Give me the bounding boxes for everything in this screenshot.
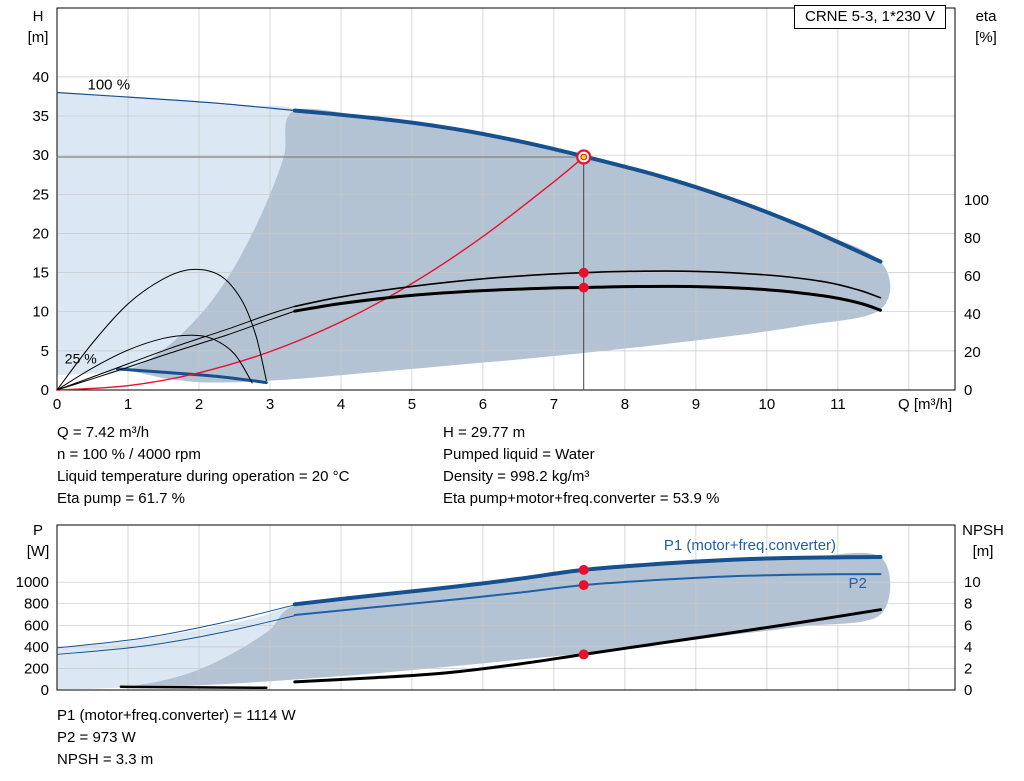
info-line: Density = 998.2 kg/m³ [443,468,590,485]
y-left-tick-label: 400 [24,639,49,656]
p1-dot [578,564,589,575]
info-line: n = 100 % / 4000 rpm [57,446,201,463]
x-tick-label: 5 [408,396,416,413]
eta-total-curve [293,284,882,313]
power-info: P1 (motor+freq.converter) = 1114 W P2 = 9… [57,705,296,771]
info-line: NPSH = 3.3 m [57,751,154,768]
p-axis-title: P [W] [20,520,56,562]
y-left-tick-label: 1000 [16,574,49,591]
x-axis-label: Q [m³/h] [898,396,952,413]
y-right-tick-label: 40 [964,306,981,323]
y-right-tick-label: 10 [964,574,981,591]
y-right-tick-label: 6 [964,617,972,634]
y-right-tick-label: 80 [964,230,981,247]
y-right-tick-label: 0 [964,382,972,399]
y-left-tick-label: 200 [24,660,49,677]
info-line: Eta pump+motor+freq.converter = 53.9 % [443,490,720,507]
duty-info-right: H = 29.77 m Pumped liquid = Water Density … [443,422,719,510]
h-axis-title-line1: H [32,8,44,25]
p2-label: P2 [849,575,867,592]
plot-border [56,524,956,691]
info-line: P2 = 973 W [57,729,136,746]
p-axis-title-line1: P [32,522,43,539]
x-tick-label: 8 [621,396,629,413]
eta-total-ext [56,310,296,391]
x-tick-label: 4 [337,396,345,413]
x-tick-label: 2 [195,396,203,413]
y-left-tick-label: 5 [41,343,49,360]
eta-pump-dot [578,267,589,278]
y-left-tick-label: 800 [24,596,49,613]
y-left-tick-label: 10 [32,304,49,321]
eta-pump-ext [56,305,296,391]
y-left-tick-label: 20 [32,225,49,242]
eta-pump-curve [294,270,882,308]
plot-border [56,7,956,391]
power-range-gray [128,552,891,687]
h-axis-title-line2: [m] [27,29,49,46]
y-right-tick-label: 8 [964,596,972,613]
eta-hill-25pct-pump [56,268,267,391]
x-tick-label: 10 [759,396,776,413]
h-axis-title: H [m] [20,6,56,48]
speed-25-label: 25 % [65,350,97,366]
duty-info-left: Q = 7.42 m³/h n = 100 % / 4000 rpm Liquid … [57,422,349,510]
npsh-dot [578,649,589,660]
speed-100-label: 100 % [88,76,131,93]
npsh-axis-title: NPSH [m] [950,520,1016,562]
y-right-tick-label: 4 [964,639,972,656]
y-right-tick-label: 20 [964,344,981,361]
speed-envelope-pale [57,92,298,376]
pump-curve-100pct-ext [56,91,296,112]
npsh-curve-25pct [119,685,268,690]
y-left-tick-label: 30 [32,147,49,164]
y-left-tick-label: 15 [32,265,49,282]
y-left-tick-label: 25 [32,186,49,203]
x-tick-label: 9 [692,396,700,413]
duty-point-center [580,153,588,161]
info-line: Liquid temperature during operation = 20… [57,468,350,485]
info-line: Pumped liquid = Water [443,446,595,463]
y-right-tick-label: 60 [964,268,981,285]
p2-dot [578,580,589,591]
npsh-axis-title-line2: [m] [972,543,994,560]
x-tick-label: 3 [266,396,274,413]
y-right-tick-label: 2 [964,660,972,677]
y-right-tick-label: 0 [964,682,972,699]
info-line: H = 29.77 m [443,424,526,441]
x-tick-label: 7 [550,396,558,413]
x-tick-label: 11 [830,396,846,413]
eta-axis-title-line1: eta [975,8,997,25]
eta-hill-25pct-total [56,334,253,391]
y-left-tick-label: 0 [41,682,49,699]
control-curve-red [56,156,585,391]
y-left-tick-label: 0 [41,382,49,399]
x-tick-label: 6 [479,396,487,413]
eta-axis-title-line2: [%] [975,29,997,46]
x-tick-label: 1 [124,396,132,413]
power-npsh-chart: P1 (motor+freq.converter)P20200400600800… [16,524,981,699]
p2-curve-ext [56,615,296,655]
y-right-tick-label: 100 [964,192,989,209]
operating-range-gray [128,108,891,383]
y-left-tick-label: 35 [32,108,49,125]
eta-axis-title: eta [%] [962,6,1010,48]
info-line: P1 (motor+freq.converter) = 1114 W [57,707,296,724]
npsh-axis-title-line1: NPSH [962,522,1004,539]
eta-total-dot [578,282,589,293]
p-axis-title-line2: [W] [26,543,50,560]
info-line: Q = 7.42 m³/h [57,424,150,441]
p1-label: P1 (motor+freq.converter) [664,537,836,554]
pump-curve-25pct [115,367,268,385]
y-left-tick-label: 600 [24,617,49,634]
x-tick-label: 0 [53,396,61,413]
pump-model-box: CRNE 5-3, 1*230 V [794,5,947,29]
info-line: Eta pump = 61.7 % [57,490,185,507]
p1-curve-ext [56,604,296,649]
y-left-tick-label: 40 [32,69,49,86]
